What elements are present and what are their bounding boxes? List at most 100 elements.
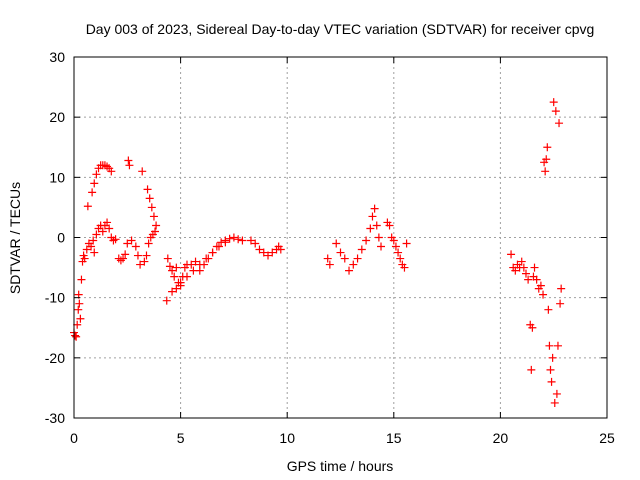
data-point bbox=[191, 257, 200, 266]
data-point bbox=[251, 239, 260, 248]
data-point bbox=[140, 257, 149, 266]
data-point bbox=[374, 233, 383, 242]
data-point bbox=[276, 245, 285, 254]
data-point bbox=[88, 188, 97, 197]
data-point bbox=[539, 290, 548, 299]
data-point bbox=[340, 254, 349, 263]
data-point bbox=[521, 269, 530, 278]
y-tick-label: 10 bbox=[49, 169, 65, 185]
data-point bbox=[208, 248, 217, 257]
data-point bbox=[119, 254, 128, 263]
x-tick-label: 15 bbox=[386, 430, 402, 446]
data-point bbox=[345, 266, 354, 275]
data-point bbox=[189, 266, 198, 275]
data-point bbox=[76, 314, 85, 323]
y-tick-label: 20 bbox=[49, 109, 65, 125]
data-point bbox=[168, 266, 177, 275]
data-point bbox=[92, 170, 101, 179]
x-tick-label: 0 bbox=[70, 430, 78, 446]
data-point bbox=[543, 143, 552, 152]
data-point bbox=[246, 236, 255, 245]
data-point bbox=[325, 260, 334, 269]
data-point bbox=[133, 251, 142, 260]
data-point bbox=[163, 254, 172, 263]
x-tick-label: 25 bbox=[599, 430, 615, 446]
data-point bbox=[524, 275, 533, 284]
data-point bbox=[362, 236, 371, 245]
data-point bbox=[530, 263, 539, 272]
data-point bbox=[264, 251, 273, 260]
data-point bbox=[368, 212, 377, 221]
data-point bbox=[550, 398, 559, 407]
data-point bbox=[172, 284, 181, 293]
data-point bbox=[214, 242, 223, 251]
data-point bbox=[125, 161, 134, 170]
data-point bbox=[332, 239, 341, 248]
data-point bbox=[72, 332, 81, 341]
data-point bbox=[75, 299, 84, 308]
data-point bbox=[553, 341, 562, 350]
data-point bbox=[144, 239, 153, 248]
data-point bbox=[77, 275, 86, 284]
data-point bbox=[142, 251, 151, 260]
data-point bbox=[165, 262, 174, 271]
data-point bbox=[147, 203, 156, 212]
data-point bbox=[370, 204, 379, 213]
data-point bbox=[391, 242, 400, 251]
data-points bbox=[70, 98, 566, 407]
y-tick-label: -10 bbox=[45, 290, 65, 306]
data-point bbox=[83, 202, 92, 211]
data-point bbox=[507, 250, 516, 259]
data-point bbox=[517, 257, 526, 266]
data-point bbox=[349, 260, 358, 269]
data-point bbox=[136, 260, 145, 269]
data-point bbox=[145, 194, 154, 203]
data-point bbox=[121, 250, 130, 259]
data-point bbox=[162, 296, 171, 305]
data-point bbox=[124, 156, 133, 165]
data-point bbox=[176, 278, 185, 287]
data-point bbox=[195, 260, 204, 269]
data-point bbox=[557, 284, 566, 293]
data-point bbox=[92, 230, 101, 239]
data-point bbox=[80, 254, 89, 263]
data-point bbox=[551, 107, 560, 116]
data-point bbox=[151, 227, 160, 236]
data-point bbox=[545, 341, 554, 350]
data-point bbox=[89, 236, 98, 245]
x-axis-title: GPS time / hours bbox=[287, 458, 394, 474]
data-point bbox=[542, 155, 551, 164]
data-point bbox=[170, 272, 179, 281]
data-point bbox=[187, 260, 196, 269]
data-point bbox=[105, 224, 114, 233]
data-point bbox=[400, 263, 409, 272]
data-point bbox=[552, 389, 561, 398]
data-point bbox=[402, 239, 411, 248]
y-tick-label: -20 bbox=[45, 350, 65, 366]
data-point bbox=[357, 245, 366, 254]
data-point bbox=[168, 287, 177, 296]
data-point bbox=[527, 365, 536, 374]
data-point bbox=[103, 162, 112, 171]
data-point bbox=[372, 221, 381, 230]
data-point bbox=[389, 236, 398, 245]
x-tick-label: 20 bbox=[493, 430, 509, 446]
data-point bbox=[519, 263, 528, 272]
data-point bbox=[172, 263, 181, 272]
data-point bbox=[71, 331, 80, 340]
data-point bbox=[396, 254, 405, 263]
y-axis-title: SDTVAR / TECUs bbox=[7, 182, 23, 294]
data-point bbox=[103, 218, 112, 227]
data-point bbox=[152, 221, 161, 230]
data-point bbox=[528, 323, 537, 332]
data-point bbox=[353, 254, 362, 263]
data-point bbox=[74, 305, 83, 314]
data-point bbox=[544, 305, 553, 314]
data-point bbox=[221, 238, 230, 247]
data-point bbox=[111, 235, 120, 244]
data-point bbox=[225, 234, 234, 243]
data-point bbox=[511, 266, 520, 275]
data-point bbox=[546, 365, 555, 374]
data-point bbox=[116, 256, 125, 265]
